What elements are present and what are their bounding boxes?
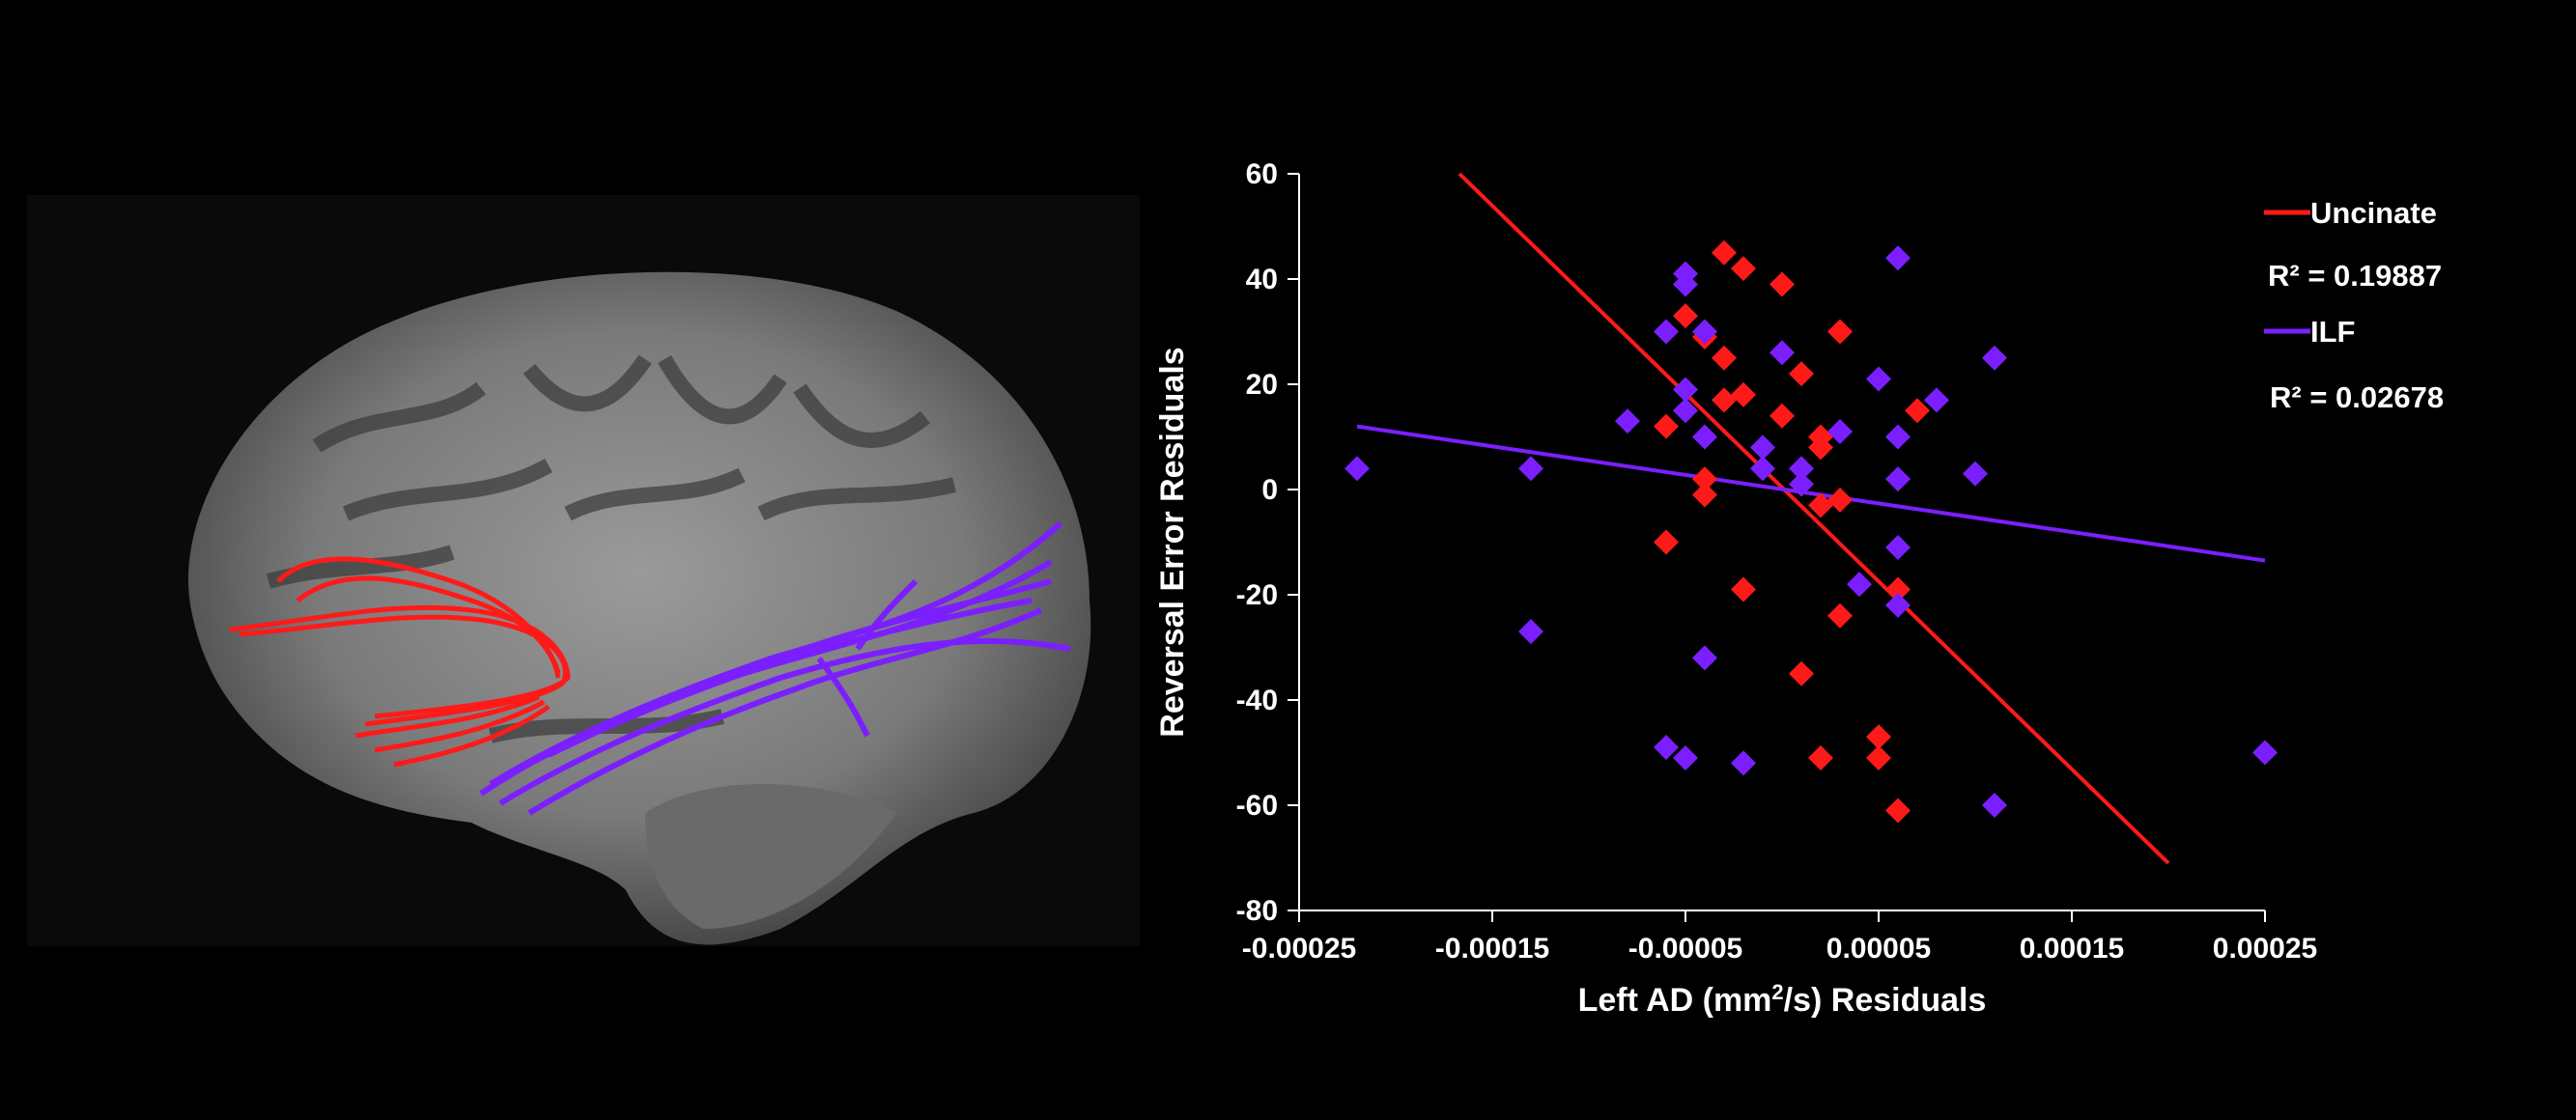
legend: Uncinate R² = 0.19887 ILF R² = 0.02678: [2264, 196, 2444, 414]
point-ilf: [1673, 271, 1698, 297]
y-tick-label: 20: [1246, 369, 1278, 401]
y-tick-label: -80: [1236, 895, 1278, 927]
point-uncinate: [1789, 361, 1814, 387]
point-uncinate: [1905, 398, 1930, 424]
point-ilf: [1885, 466, 1911, 492]
point-uncinate: [1654, 529, 1679, 555]
y-tick-label: 40: [1246, 264, 1278, 295]
y-tick-label: -40: [1236, 685, 1278, 716]
point-uncinate: [1885, 798, 1911, 824]
point-uncinate: [1789, 660, 1814, 686]
point-uncinate: [1808, 744, 1833, 770]
point-ilf: [1982, 793, 2007, 818]
point-ilf: [1518, 456, 1543, 482]
point-ilf: [1789, 471, 1814, 497]
x-tick-label: 0.00015: [2020, 933, 2124, 965]
point-ilf: [1692, 645, 1717, 671]
point-uncinate: [1866, 744, 1891, 770]
point-ilf: [1982, 345, 2007, 371]
point-ilf: [1885, 534, 1911, 560]
y-tick-label: -20: [1236, 579, 1278, 611]
point-ilf: [1750, 456, 1775, 482]
legend-uncinate-label: Uncinate: [2310, 196, 2437, 230]
y-axis-title: Reversal Error Residuals: [1154, 347, 1191, 737]
point-ilf: [1963, 461, 1988, 487]
point-uncinate: [1731, 256, 1756, 282]
x-ticks: -0.00025 -0.00015 -0.00005 0.00005 0.00015 0.…: [1242, 910, 2317, 965]
legend-ilf-label: ILF: [2310, 315, 2356, 349]
gyri-lines: [266, 354, 956, 743]
point-uncinate: [1712, 239, 1737, 266]
point-ilf: [1654, 735, 1679, 761]
y-tick-label: 60: [1246, 158, 1278, 190]
point-ilf: [1673, 744, 1698, 770]
point-ilf: [2252, 740, 2278, 766]
x-tick-label: -0.00015: [1435, 933, 1549, 965]
y-ticks: 60 40 20 0 -20 -40 -60 -80: [1236, 158, 1299, 927]
point-uncinate: [1692, 466, 1717, 492]
point-uncinate: [1808, 434, 1833, 461]
point-ilf: [1924, 387, 1949, 413]
point-uncinate: [1712, 387, 1737, 413]
point-uncinate: [1769, 271, 1795, 297]
cerebellum-shade: [645, 784, 896, 929]
point-ilf: [1789, 456, 1814, 482]
point-ilf: [1769, 340, 1795, 366]
y-tick-label: -60: [1236, 790, 1278, 822]
data-points: [1345, 239, 2278, 824]
point-uncinate: [1712, 345, 1737, 371]
point-ilf: [1885, 245, 1911, 271]
point-ilf: [1847, 572, 1872, 598]
point-uncinate: [1769, 403, 1795, 429]
point-ilf: [1518, 619, 1543, 645]
point-uncinate: [1654, 413, 1679, 439]
point-ilf: [1827, 419, 1853, 445]
legend-ilf-r2: R² = 0.02678: [2270, 380, 2444, 414]
trendline-ilf: [1356, 424, 2266, 563]
x-axis-title-superscript: 2: [1771, 980, 1783, 1004]
x-tick-label: -0.00005: [1628, 933, 1742, 965]
y-tick-label: 0: [1261, 474, 1278, 506]
point-ilf: [1885, 592, 1911, 618]
point-ilf: [1885, 424, 1911, 450]
point-uncinate: [1827, 602, 1853, 629]
point-ilf: [1345, 456, 1370, 482]
point-ilf: [1731, 750, 1756, 776]
point-ilf: [1866, 366, 1891, 392]
brain-tractography-image: [27, 195, 1140, 946]
x-axis-title: Left AD (mm2/s) Residuals: [1578, 980, 1987, 1020]
chart-axes: [1298, 174, 2265, 911]
x-tick-label: 0.00005: [1826, 933, 1931, 965]
point-uncinate: [1731, 576, 1756, 602]
point-uncinate: [1866, 724, 1891, 750]
point-uncinate: [1827, 487, 1853, 513]
point-ilf: [1692, 319, 1717, 345]
point-uncinate: [1885, 576, 1911, 602]
point-ilf: [1654, 319, 1679, 345]
point-uncinate: [1827, 319, 1853, 345]
legend-uncinate-r2: R² = 0.19887: [2268, 259, 2442, 293]
point-uncinate: [1673, 303, 1698, 329]
ilf-tract-overlay: [479, 520, 1071, 816]
trendlines: [1356, 172, 2266, 865]
point-ilf: [1615, 408, 1640, 434]
x-tick-label: 0.00025: [2213, 933, 2317, 965]
point-ilf: [1673, 377, 1698, 403]
uncinate-tract-overlay: [229, 556, 571, 768]
point-ilf: [1692, 424, 1717, 450]
point-ilf: [1750, 434, 1775, 461]
x-axis-title-main: Left AD (mm: [1578, 982, 1772, 1019]
x-tick-label: -0.00025: [1242, 933, 1356, 965]
point-uncinate: [1692, 482, 1717, 508]
point-ilf: [1673, 398, 1698, 424]
x-axis-title-tail: /s) Residuals: [1784, 982, 1987, 1019]
trendline-uncinate: [1458, 172, 2170, 865]
point-uncinate: [1731, 381, 1756, 407]
